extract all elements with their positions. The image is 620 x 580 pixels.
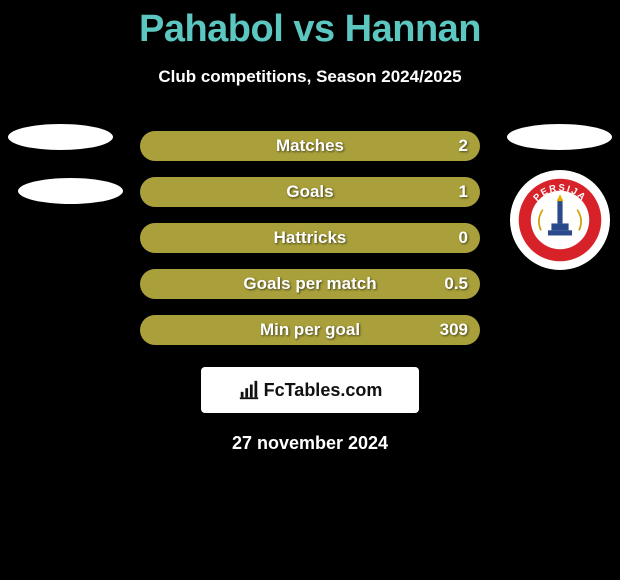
stat-label: Goals per match (243, 274, 376, 294)
bar-chart-icon (238, 379, 260, 401)
stat-bar: Min per goal 309 (140, 315, 480, 345)
stat-value-right: 309 (440, 320, 468, 340)
stat-row: Matches 2 (0, 131, 620, 161)
stat-bar: Matches 2 (140, 131, 480, 161)
stat-value-right: 1 (459, 182, 468, 202)
stat-label: Matches (276, 136, 344, 156)
stats-container: Matches 2 Goals 1 Hattricks 0 Goals per … (0, 131, 620, 345)
brand-badge[interactable]: FcTables.com (201, 367, 419, 413)
stat-row: Min per goal 309 (0, 315, 620, 345)
stat-row: Goals 1 (0, 177, 620, 207)
stat-label: Min per goal (260, 320, 360, 340)
stat-row: Goals per match 0.5 (0, 269, 620, 299)
stat-label: Hattricks (274, 228, 347, 248)
page-title: Pahabol vs Hannan (0, 0, 620, 51)
stat-value-right: 2 (459, 136, 468, 156)
subtitle: Club competitions, Season 2024/2025 (0, 67, 620, 87)
stat-row: Hattricks 0 (0, 223, 620, 253)
brand-text: FcTables.com (264, 380, 383, 401)
stat-bar: Goals 1 (140, 177, 480, 207)
date-text: 27 november 2024 (0, 433, 620, 454)
stat-value-right: 0 (459, 228, 468, 248)
stat-value-right: 0.5 (444, 274, 468, 294)
stat-bar: Goals per match 0.5 (140, 269, 480, 299)
stat-bar: Hattricks 0 (140, 223, 480, 253)
stat-label: Goals (286, 182, 333, 202)
